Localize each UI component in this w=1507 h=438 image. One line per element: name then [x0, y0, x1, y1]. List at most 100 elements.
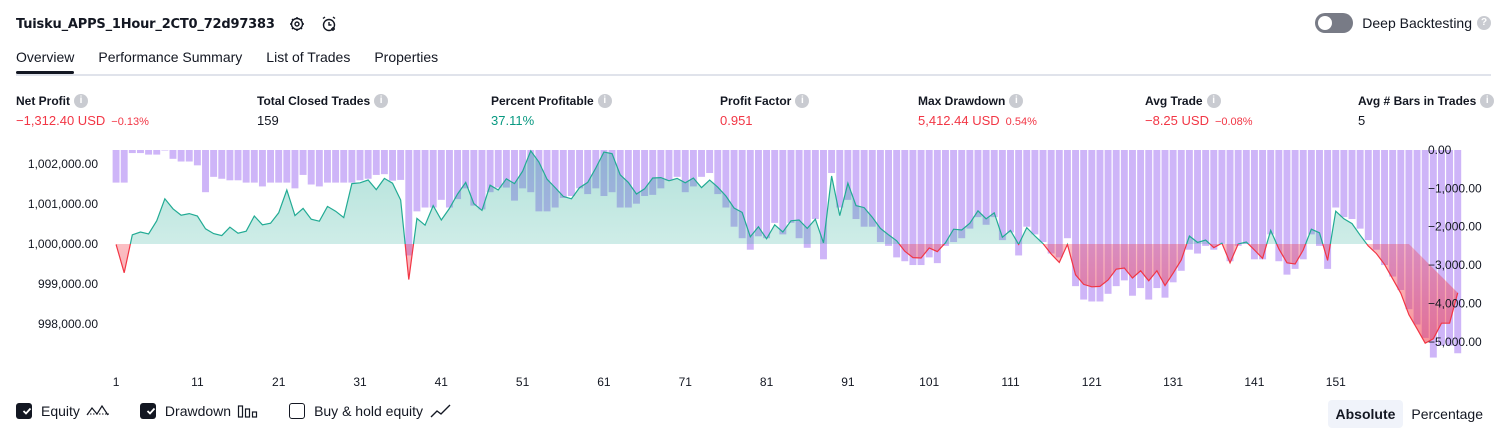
drawdown-bar: [1299, 150, 1307, 260]
drawdown-bar: [486, 150, 494, 193]
drawdown-bar: [722, 150, 730, 208]
drawdown-bar: [1202, 150, 1210, 246]
drawdown-bar: [136, 150, 144, 154]
checkbox-unchecked[interactable]: [289, 403, 306, 419]
drawdown-bar: [1210, 150, 1218, 250]
drawdown-bar: [1218, 150, 1226, 244]
metric-label: Avg Trade: [1145, 94, 1203, 108]
legend-drawdown[interactable]: Drawdown: [139, 403, 259, 419]
drawdown-bar: [177, 150, 185, 162]
metric-profit-factor: Profit Factor i 0.951: [720, 92, 810, 128]
drawdown-bar: [299, 150, 307, 175]
metric-value: −8.25 USD: [1145, 113, 1209, 128]
drawdown-bar: [153, 150, 161, 155]
info-icon[interactable]: i: [74, 94, 88, 108]
drawdown-bar: [576, 150, 584, 189]
metric-avg-trade: Avg Trade i −8.25 USD −0.08%: [1145, 92, 1253, 128]
legend-label: Equity: [41, 403, 80, 419]
drawdown-bar: [909, 150, 917, 266]
info-icon[interactable]: i: [795, 94, 810, 108]
equity-drawdown-chart[interactable]: 998,000.00 999,000.00 1,000,000.00 1,001,00…: [0, 140, 1507, 395]
drawdown-bar: [1332, 150, 1340, 208]
metric-value: 159: [257, 113, 279, 128]
gear-icon[interactable]: [287, 14, 307, 34]
drawdown-bar: [307, 150, 315, 185]
info-icon[interactable]: i: [1009, 94, 1024, 108]
checkbox-checked[interactable]: [139, 403, 156, 419]
drawdown-bar: [405, 150, 413, 256]
drawdown-bar: [421, 150, 429, 208]
x-tick-label: 121: [1082, 375, 1102, 389]
drawdown-bar: [1405, 150, 1413, 310]
drawdown-bar: [519, 150, 527, 189]
drawdown-bar: [787, 150, 795, 223]
drawdown-bar: [1194, 150, 1201, 254]
x-tick-label: 91: [841, 375, 855, 389]
drawdown-bar: [429, 150, 437, 208]
alarm-clock-icon[interactable]: [319, 14, 339, 34]
drawdown-bar: [502, 150, 510, 188]
legend-buy-hold-equity[interactable]: Buy & hold equity: [289, 403, 453, 419]
drawdown-bar: [860, 150, 868, 227]
toggle-knob: [1318, 16, 1333, 30]
mode-percentage[interactable]: Percentage: [1411, 406, 1483, 422]
metric-percent: −0.08%: [1214, 116, 1253, 128]
x-tick-label: 61: [597, 375, 611, 389]
drawdown-bar: [397, 150, 405, 180]
drawdown-bar: [624, 150, 632, 208]
tab-list-of-trades[interactable]: List of Trades: [266, 49, 351, 65]
metric-value: 37.11%: [491, 113, 535, 128]
drawdown-bar: [1259, 150, 1267, 260]
drawdown-bar: [1226, 150, 1234, 262]
drawdown-bar: [567, 150, 575, 197]
info-icon[interactable]: i: [1480, 94, 1495, 108]
mode-absolute[interactable]: Absolute: [1327, 400, 1404, 428]
info-icon[interactable]: i: [1206, 94, 1221, 108]
drawdown-bar: [876, 150, 884, 243]
tab-performance-summary[interactable]: Performance Summary: [98, 49, 243, 65]
drawdown-bar: [779, 150, 787, 235]
drawdown-bar: [689, 150, 697, 187]
drawdown-bar: [754, 150, 762, 237]
drawdown-bar: [1120, 150, 1128, 281]
drawdown-bar: [1096, 150, 1104, 302]
metric-label: Profit Factor: [720, 94, 792, 108]
drawdown-bar: [1023, 150, 1031, 227]
drawdown-bar: [218, 150, 226, 179]
help-icon[interactable]: ?: [1477, 16, 1491, 30]
info-icon[interactable]: i: [374, 94, 389, 108]
drawdown-bar: [1413, 150, 1421, 325]
deep-backtesting-control: Deep Backtesting ?: [1315, 13, 1491, 33]
drawdown-bar: [974, 150, 982, 218]
drawdown-bar: [698, 150, 705, 177]
drawdown-bar: [746, 150, 754, 250]
metric-label: Net Profit: [16, 94, 70, 108]
metric-total-closed-trades: Total Closed Trades i 159: [257, 92, 389, 128]
y2-tick-label: −5,000.00: [1428, 335, 1482, 349]
drawdown-bar: [844, 150, 852, 200]
drawdown-bar: [1137, 150, 1145, 289]
x-tick-label: 51: [516, 375, 530, 389]
drawdown-bar: [511, 150, 518, 201]
drawdown-bar: [1364, 150, 1372, 241]
deep-backtesting-toggle[interactable]: [1315, 13, 1354, 33]
legend-equity[interactable]: Equity: [16, 403, 110, 419]
drawdown-bar: [763, 150, 771, 239]
metric-percent-profitable: Percent Profitable i 37.11%: [491, 92, 612, 128]
metric-net-profit: Net Profit i −1,312.40 USD −0.13%: [16, 92, 149, 128]
drawdown-bar: [950, 150, 958, 243]
drawdown-bar: [1039, 150, 1047, 243]
drawdown-bar: [714, 150, 722, 195]
drawdown-bar: [332, 150, 340, 183]
y2-tick-label: −4,000.00: [1428, 296, 1482, 310]
info-icon[interactable]: i: [597, 94, 612, 108]
tab-overview[interactable]: Overview: [16, 44, 75, 74]
drawdown-bar: [811, 150, 819, 220]
legend-label: Buy & hold equity: [314, 403, 424, 419]
tab-properties[interactable]: Properties: [374, 49, 439, 65]
drawdown-bar: [389, 150, 396, 181]
checkbox-checked[interactable]: [16, 403, 32, 419]
drawdown-bar: [112, 150, 120, 183]
drawdown-bar: [210, 150, 218, 177]
drawdown-bar: [1242, 150, 1250, 244]
